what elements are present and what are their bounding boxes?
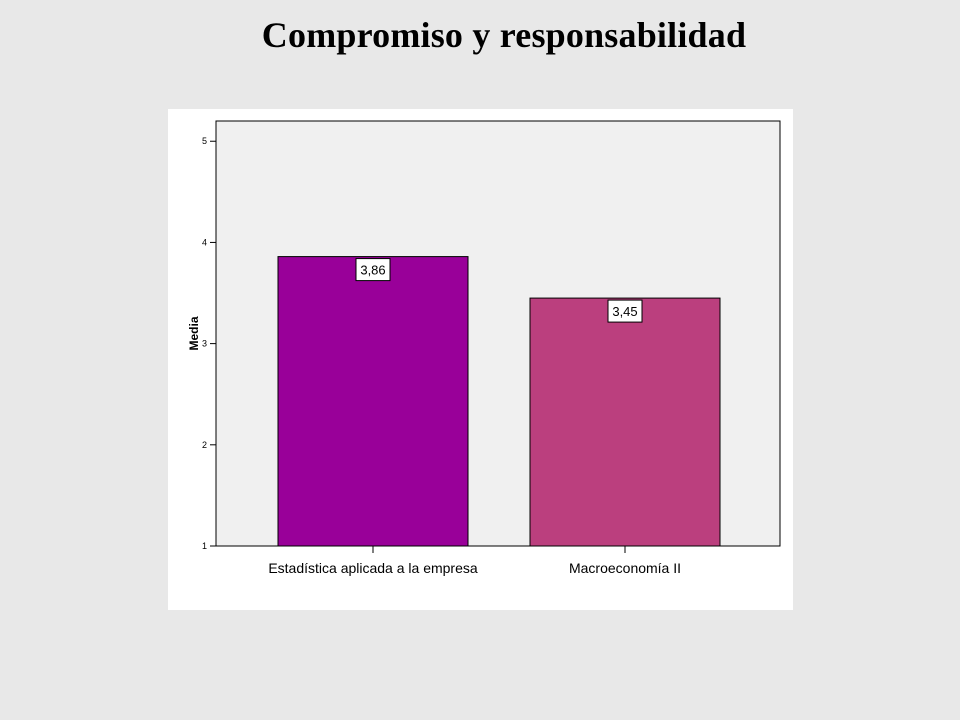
y-tick-label: 5: [202, 136, 207, 146]
data-label-box: [355, 258, 391, 282]
chart-title: Compromiso y responsabilidad: [261, 15, 747, 55]
x-tick-label: Estadística aplicada a la empresa: [268, 560, 478, 576]
bar-chart: 1 2 3 4 5 Media 3,86 Estadística aplicada a la …: [187, 120, 781, 576]
chart-panel: 1 2 3 4 5 Media 3,86 Estadística aplicada a la …: [168, 109, 793, 610]
y-tick-label: 1: [202, 541, 207, 551]
y-axis-title: Media: [187, 316, 201, 350]
bar: [529, 297, 721, 547]
bar: [277, 256, 469, 547]
data-label: 3,86: [360, 263, 385, 278]
data-label: 3,45: [612, 304, 637, 319]
x-tick-label: Macroeconomía II: [569, 560, 681, 576]
data-label-box: [607, 299, 643, 323]
y-tick-label: 3: [202, 339, 207, 349]
y-tick-label: 2: [202, 440, 207, 450]
y-tick-label: 4: [202, 237, 207, 247]
